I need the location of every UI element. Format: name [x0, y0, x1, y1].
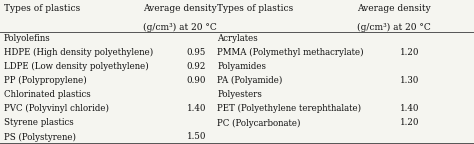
- Text: (g/cm³) at 20 °C: (g/cm³) at 20 °C: [357, 23, 430, 32]
- Text: LDPE (Low density polyethylene): LDPE (Low density polyethylene): [4, 62, 148, 71]
- Text: Chlorinated plastics: Chlorinated plastics: [4, 90, 91, 99]
- Text: Average density: Average density: [357, 4, 430, 13]
- Text: Polyolefins: Polyolefins: [4, 34, 51, 43]
- Text: 0.95: 0.95: [187, 48, 206, 57]
- Text: PC (Polycarbonate): PC (Polycarbonate): [217, 118, 301, 127]
- Text: Polyamides: Polyamides: [217, 62, 266, 71]
- Text: Types of plastics: Types of plastics: [217, 4, 293, 13]
- Text: Acrylates: Acrylates: [217, 34, 258, 43]
- Text: 1.50: 1.50: [187, 132, 206, 141]
- Text: Styrene plastics: Styrene plastics: [4, 118, 73, 127]
- Text: Average density: Average density: [144, 4, 217, 13]
- Text: PMMA (Polymethyl methacrylate): PMMA (Polymethyl methacrylate): [217, 48, 364, 57]
- Text: 1.30: 1.30: [400, 76, 419, 85]
- Text: PA (Polyamide): PA (Polyamide): [217, 76, 283, 85]
- Text: PP (Polypropylene): PP (Polypropylene): [4, 76, 87, 85]
- Text: 1.20: 1.20: [400, 48, 419, 57]
- Text: 1.40: 1.40: [187, 104, 206, 113]
- Text: 1.20: 1.20: [400, 118, 419, 127]
- Text: PVC (Polyvinyl chloride): PVC (Polyvinyl chloride): [4, 104, 109, 113]
- Text: PS (Polystyrene): PS (Polystyrene): [4, 132, 76, 142]
- Text: HDPE (High density polyethylene): HDPE (High density polyethylene): [4, 48, 153, 57]
- Text: 0.90: 0.90: [187, 76, 206, 85]
- Text: Types of plastics: Types of plastics: [4, 4, 80, 13]
- Text: 1.40: 1.40: [400, 104, 419, 113]
- Text: PET (Polyethylene terephthalate): PET (Polyethylene terephthalate): [217, 104, 361, 113]
- Text: (g/cm³) at 20 °C: (g/cm³) at 20 °C: [144, 23, 217, 32]
- Text: Polyesters: Polyesters: [217, 90, 262, 99]
- Text: 0.92: 0.92: [187, 62, 206, 71]
